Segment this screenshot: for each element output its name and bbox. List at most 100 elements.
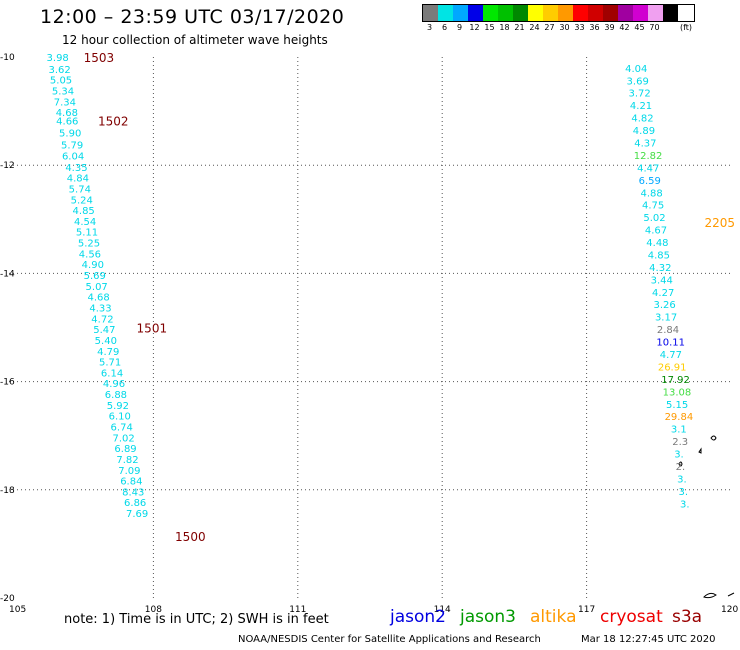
coast-shape — [703, 592, 717, 599]
wave-height-value: 3.62 — [48, 65, 70, 76]
latitude-label: -18 — [0, 486, 15, 496]
legend-swatch — [603, 5, 618, 21]
legend-swatch — [648, 5, 663, 21]
wave-height-value: 4.32 — [649, 263, 671, 274]
wave-height-value: 29.84 — [665, 412, 694, 423]
latitude-label: -12 — [0, 161, 15, 171]
legend-label: 21 — [514, 23, 525, 32]
legend-labels: 3 6 9 12 15 18 21 24 27 30 33 36 39 42 45 70 (ft) — [422, 22, 695, 34]
wave-height-value: 5.05 — [50, 76, 72, 87]
wave-height-value: 4.90 — [82, 260, 104, 271]
wave-height-value: 4.68 — [56, 108, 78, 119]
wave-height-value: 4.88 — [641, 188, 663, 199]
island-shape — [698, 447, 702, 454]
pass-time-label: 1503 — [84, 51, 115, 65]
island-shape — [678, 461, 683, 467]
wave-height-value: 4.48 — [646, 238, 668, 249]
satellite-s3a-label: s3a — [672, 607, 703, 627]
wave-height-value: 4.89 — [633, 126, 655, 137]
legend-label: 12 — [469, 23, 480, 32]
page-subtitle: 12 hour collection of altimeter wave hei… — [62, 33, 328, 47]
wave-height-value: 7.02 — [112, 433, 134, 444]
track-east: 4.043.69 3.724.21 4.824.894.37 12.824.47 6.5… — [625, 64, 735, 511]
wave-height-value: 4.04 — [625, 64, 647, 75]
legend-label: 45 — [634, 23, 645, 32]
wave-height-value: 5.69 — [84, 271, 106, 282]
wave-height-value: 3.72 — [628, 89, 650, 100]
wave-height-value: 6.86 — [124, 498, 146, 509]
wave-height-value: 4.54 — [74, 217, 96, 228]
satellite-cryosat-label: cryosat — [600, 607, 663, 627]
wave-height-value: 5.34 — [52, 87, 74, 98]
wave-height-value: 12.82 — [634, 151, 663, 162]
legend-swatches — [422, 4, 695, 22]
legend-swatch — [633, 5, 648, 21]
coastline — [678, 435, 735, 599]
island-shape — [710, 435, 717, 441]
legend-label: 27 — [544, 23, 555, 32]
wave-height-value: 6.88 — [105, 390, 127, 401]
wave-height-value: 5.92 — [107, 401, 129, 412]
wave-height-value: 13.08 — [663, 387, 692, 398]
longitude-label: 108 — [145, 605, 162, 615]
wave-height-value: 6.89 — [114, 444, 136, 455]
wave-height-value: 2. — [676, 462, 686, 473]
wave-height-value: 4.77 — [660, 350, 682, 361]
legend-swatch — [498, 5, 513, 21]
pass-time-label: 1501 — [137, 322, 168, 336]
legend-label: 36 — [589, 23, 600, 32]
wave-height-value: 6.59 — [639, 176, 661, 187]
latitude-label: -16 — [0, 378, 15, 388]
wave-height-value: 2.3 — [672, 437, 688, 448]
longitude-label: 114 — [434, 605, 451, 615]
longitude-label: 120 — [721, 605, 738, 615]
legend-swatch — [663, 5, 678, 21]
track-west: 3.983.625.055.347.344.684.665.905.796.04… — [47, 51, 206, 544]
wave-height-value: 6.84 — [120, 477, 142, 488]
wave-height-value: 5.47 — [93, 325, 115, 336]
map-grid — [9, 57, 731, 598]
wave-height-value: 7.34 — [54, 97, 76, 108]
wave-height-value: 4.85 — [648, 250, 670, 261]
wave-height-value: 5.11 — [76, 228, 98, 239]
wave-height-value: 7.09 — [118, 466, 140, 477]
wave-height-value: 4.27 — [652, 288, 674, 299]
wave-height-value: 4.67 — [645, 226, 667, 237]
latitude-label: -14 — [0, 269, 15, 279]
legend-swatch — [618, 5, 633, 21]
wave-height-value: 6.74 — [111, 423, 133, 434]
color-legend: 3 6 9 12 15 18 21 24 27 30 33 36 39 42 45 70 (ft) — [422, 4, 695, 34]
wave-height-value: 4.72 — [91, 314, 113, 325]
wave-height-value: 3.1 — [671, 425, 687, 436]
wave-height-value: 5.15 — [666, 400, 688, 411]
wave-height-value: 4.82 — [631, 114, 653, 125]
wave-height-value: 3.44 — [651, 275, 673, 286]
page-title: 12:00 – 23:59 UTC 03/17/2020 — [40, 6, 345, 28]
wave-height-value: 4.85 — [73, 206, 95, 217]
legend-label: 70 — [649, 23, 660, 32]
legend-label: 42 — [619, 23, 630, 32]
wave-height-value: 5.79 — [61, 141, 83, 152]
legend-label: 3 — [426, 23, 433, 32]
legend-swatch — [468, 5, 483, 21]
wave-height-value: 4.56 — [79, 249, 101, 260]
legend-swatch — [558, 5, 573, 21]
longitude-label: 111 — [289, 605, 306, 615]
footer-note: note: 1) Time is in UTC; 2) SWH is in fe… — [64, 612, 329, 627]
legend-unit: (ft) — [679, 23, 693, 32]
legend-swatch — [528, 5, 543, 21]
legend-label: 15 — [484, 23, 495, 32]
legend-swatch — [513, 5, 528, 21]
wave-height-value: 4.66 — [56, 116, 78, 127]
legend-swatch — [588, 5, 603, 21]
legend-swatch — [573, 5, 588, 21]
wave-height-value: 8.43 — [122, 487, 144, 498]
footer-timestamp: Mar 18 12:27:45 UTC 2020 — [581, 634, 716, 645]
pass-time-label: 2205 — [705, 216, 736, 230]
wave-height-value: 4.75 — [642, 201, 664, 212]
wave-height-value: 2.84 — [657, 325, 679, 336]
legend-label: 18 — [499, 23, 510, 32]
pass-time-label: 1500 — [175, 530, 206, 544]
wave-height-value: 5.71 — [99, 358, 121, 369]
